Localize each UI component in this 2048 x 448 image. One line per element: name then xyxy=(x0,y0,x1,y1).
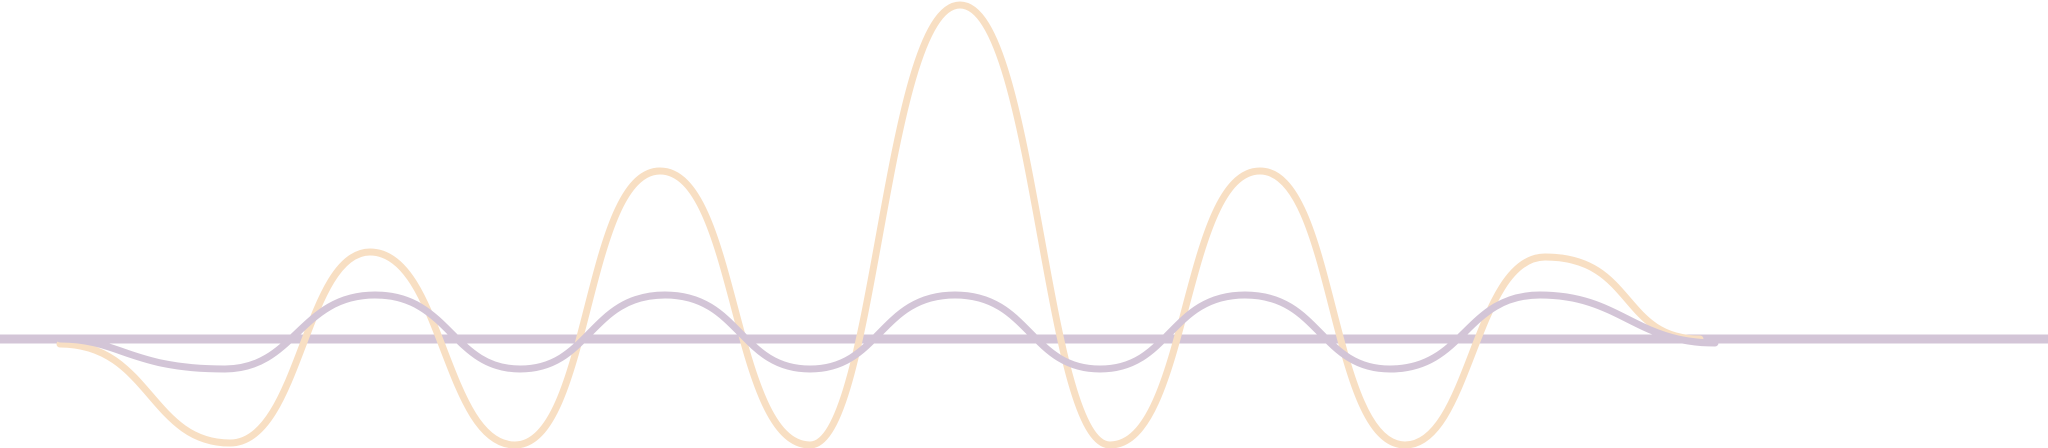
peach-oscillating-wave xyxy=(56,1,1704,448)
lavender-oscillating-wave xyxy=(56,291,1719,373)
